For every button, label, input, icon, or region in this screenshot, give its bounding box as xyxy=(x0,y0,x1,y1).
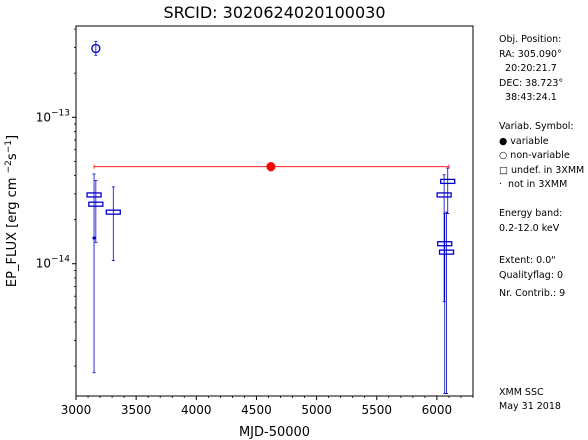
qualityflag-value: Qualityflag: 0 xyxy=(499,269,564,281)
data-point-not-in-3xmm xyxy=(92,236,96,240)
extent-value: Extent: 0.0" xyxy=(499,255,556,266)
y-tick-label: 10−14 xyxy=(36,255,71,271)
ra-value: RA: 305.090° xyxy=(499,48,562,60)
x-tick-label: 4500 xyxy=(241,403,272,417)
variab-symbol-heading: Variab. Symbol: xyxy=(499,121,574,132)
legend-variable: ● variable xyxy=(499,135,549,147)
nr-contrib-value: Nr. Contrib.: 9 xyxy=(499,288,566,299)
legend-not-in-3xmm: · not in 3XMM xyxy=(499,179,568,190)
legend-undef: □ undef. in 3XMM xyxy=(499,164,585,176)
x-tick-label: 5500 xyxy=(361,403,392,417)
footer-date: May 31 2018 xyxy=(499,401,561,412)
x-axis-label: MJD-50000 xyxy=(239,425,310,440)
legend-non-variable: ○ non-variable xyxy=(499,150,570,161)
dec-sexagesimal: 38:43:24.1 xyxy=(499,92,557,103)
data-point-undef xyxy=(438,249,455,255)
y-axis-label: EP_FLUX [erg cm −2s−1] xyxy=(4,135,20,287)
x-tick-label: 3000 xyxy=(61,403,92,417)
data-point-variable xyxy=(266,162,276,172)
spacer xyxy=(499,106,584,121)
x-tick-label: 3500 xyxy=(121,403,152,417)
y-tick-label: 10−13 xyxy=(36,108,70,124)
footer-org: XMM SSC xyxy=(499,387,544,398)
data-point-undef xyxy=(105,209,121,215)
data-point-undef xyxy=(86,192,102,198)
x-tick-label: 5000 xyxy=(301,403,332,417)
plot-frame xyxy=(75,25,474,397)
data-point-undef xyxy=(88,201,104,207)
ra-sexagesimal: 20:20:21.7 xyxy=(499,63,557,74)
footer: XMM SSC May 31 2018 xyxy=(499,386,561,414)
energy-band-value: 0.2-12.0 keV xyxy=(499,222,560,234)
data-point-undef xyxy=(440,178,456,185)
info-panel: Obj. Position: RA: 305.090° 20:20:21.7 D… xyxy=(499,33,584,302)
spacer xyxy=(499,236,584,254)
obj-position-heading: Obj. Position: xyxy=(499,34,562,45)
chart-title: SRCID: 3020624020100030 xyxy=(163,3,385,22)
data-point-non-variable xyxy=(91,43,101,54)
data-point-undef xyxy=(437,241,453,247)
energy-band-heading: Energy band: xyxy=(499,208,563,219)
data-point-undef xyxy=(436,192,452,198)
dec-value: DEC: 38.723° xyxy=(499,77,564,89)
spacer xyxy=(499,193,584,208)
x-tick-label: 4000 xyxy=(181,403,212,417)
x-tick-label: 6000 xyxy=(422,403,453,417)
